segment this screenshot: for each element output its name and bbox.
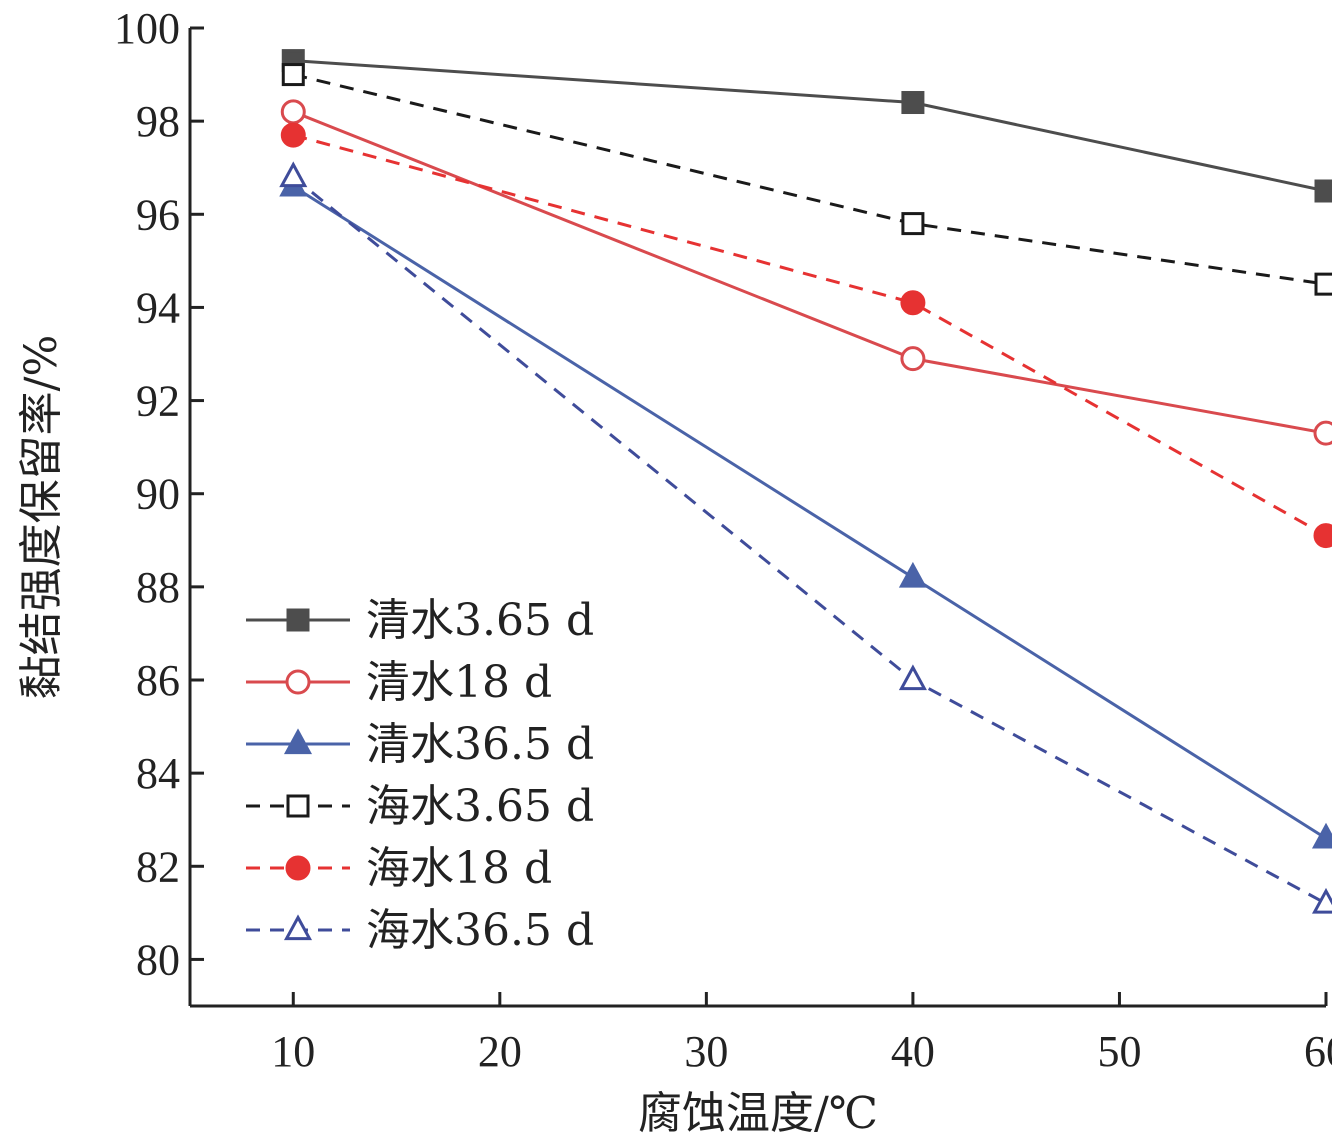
axes: 80 82 84 86 88 90 92 94 96 98 100 10 20 30 40 50 60 (114, 4, 1332, 1076)
x-tick-label: 30 (684, 1027, 728, 1076)
series-line (292, 73, 1327, 286)
legend-label: 海水36.5 d (366, 905, 594, 956)
x-tick-label: 60 (1304, 1027, 1332, 1076)
y-tick-label: 96 (136, 190, 180, 239)
x-tick-label: 50 (1097, 1027, 1141, 1076)
series-line (292, 133, 1327, 537)
data-point (898, 664, 927, 691)
y-tick-label: 82 (136, 842, 180, 891)
data-point (281, 63, 305, 87)
series-1 (281, 49, 1332, 203)
data-point (900, 290, 926, 316)
x-tick-label: 20 (478, 1027, 522, 1076)
legend-entry: 清水36.5 d (246, 719, 594, 770)
y-tick-label: 94 (136, 283, 180, 332)
y-tick-label: 100 (114, 4, 180, 53)
legend-marker (285, 669, 311, 695)
legend-label: 清水3.65 d (366, 595, 594, 646)
legend-marker (286, 794, 310, 818)
y-tick-label: 84 (136, 749, 180, 798)
series-2 (280, 99, 1332, 446)
y-axis-title: 黏结强度保留率/% (16, 335, 67, 700)
data-point (1311, 887, 1332, 914)
data-point (901, 212, 925, 236)
x-tick-label: 40 (891, 1027, 935, 1076)
y-tick-label: 86 (136, 656, 180, 705)
series-5 (280, 122, 1332, 549)
legend-entry: 海水18 d (246, 843, 552, 894)
legend-marker (286, 608, 310, 632)
legend-label: 清水36.5 d (366, 719, 594, 770)
legend-entry: 清水3.65 d (246, 595, 594, 646)
series-layer (279, 49, 1332, 914)
legend-label: 海水18 d (366, 843, 552, 894)
legend-label: 清水18 d (366, 657, 552, 708)
legend: 清水3.65 d 清水18 d 清水36.5 d 海水3.65 d 海水18 d 海水36… (246, 595, 594, 956)
data-point (1311, 822, 1332, 849)
legend-marker (285, 855, 311, 881)
series-line (293, 59, 1327, 193)
data-point (280, 122, 306, 148)
data-point (898, 561, 927, 588)
y-tick-label: 88 (136, 563, 180, 612)
data-point (1313, 523, 1332, 549)
y-tick-label: 92 (136, 377, 180, 426)
data-point (900, 346, 926, 372)
data-point (279, 161, 308, 188)
y-tick-label: 98 (136, 97, 180, 146)
series-line (292, 110, 1327, 435)
x-axis-title: 腐蚀温度/℃ (638, 1088, 878, 1139)
data-point (901, 91, 925, 115)
legend-entry: 清水18 d (246, 657, 552, 708)
legend-label: 海水3.65 d (366, 781, 594, 832)
legend-entry: 海水3.65 d (246, 781, 594, 832)
data-point (1314, 179, 1332, 203)
data-point (1313, 420, 1332, 446)
legend-marker (283, 914, 313, 941)
data-point (280, 99, 306, 125)
series-4 (281, 63, 1332, 296)
legend-marker (283, 728, 313, 755)
y-tick-label: 90 (136, 470, 180, 519)
x-tick-label: 10 (271, 1027, 315, 1076)
legend-entry: 海水36.5 d (246, 905, 594, 956)
data-point (1314, 272, 1332, 296)
y-tick-label: 80 (136, 935, 180, 984)
